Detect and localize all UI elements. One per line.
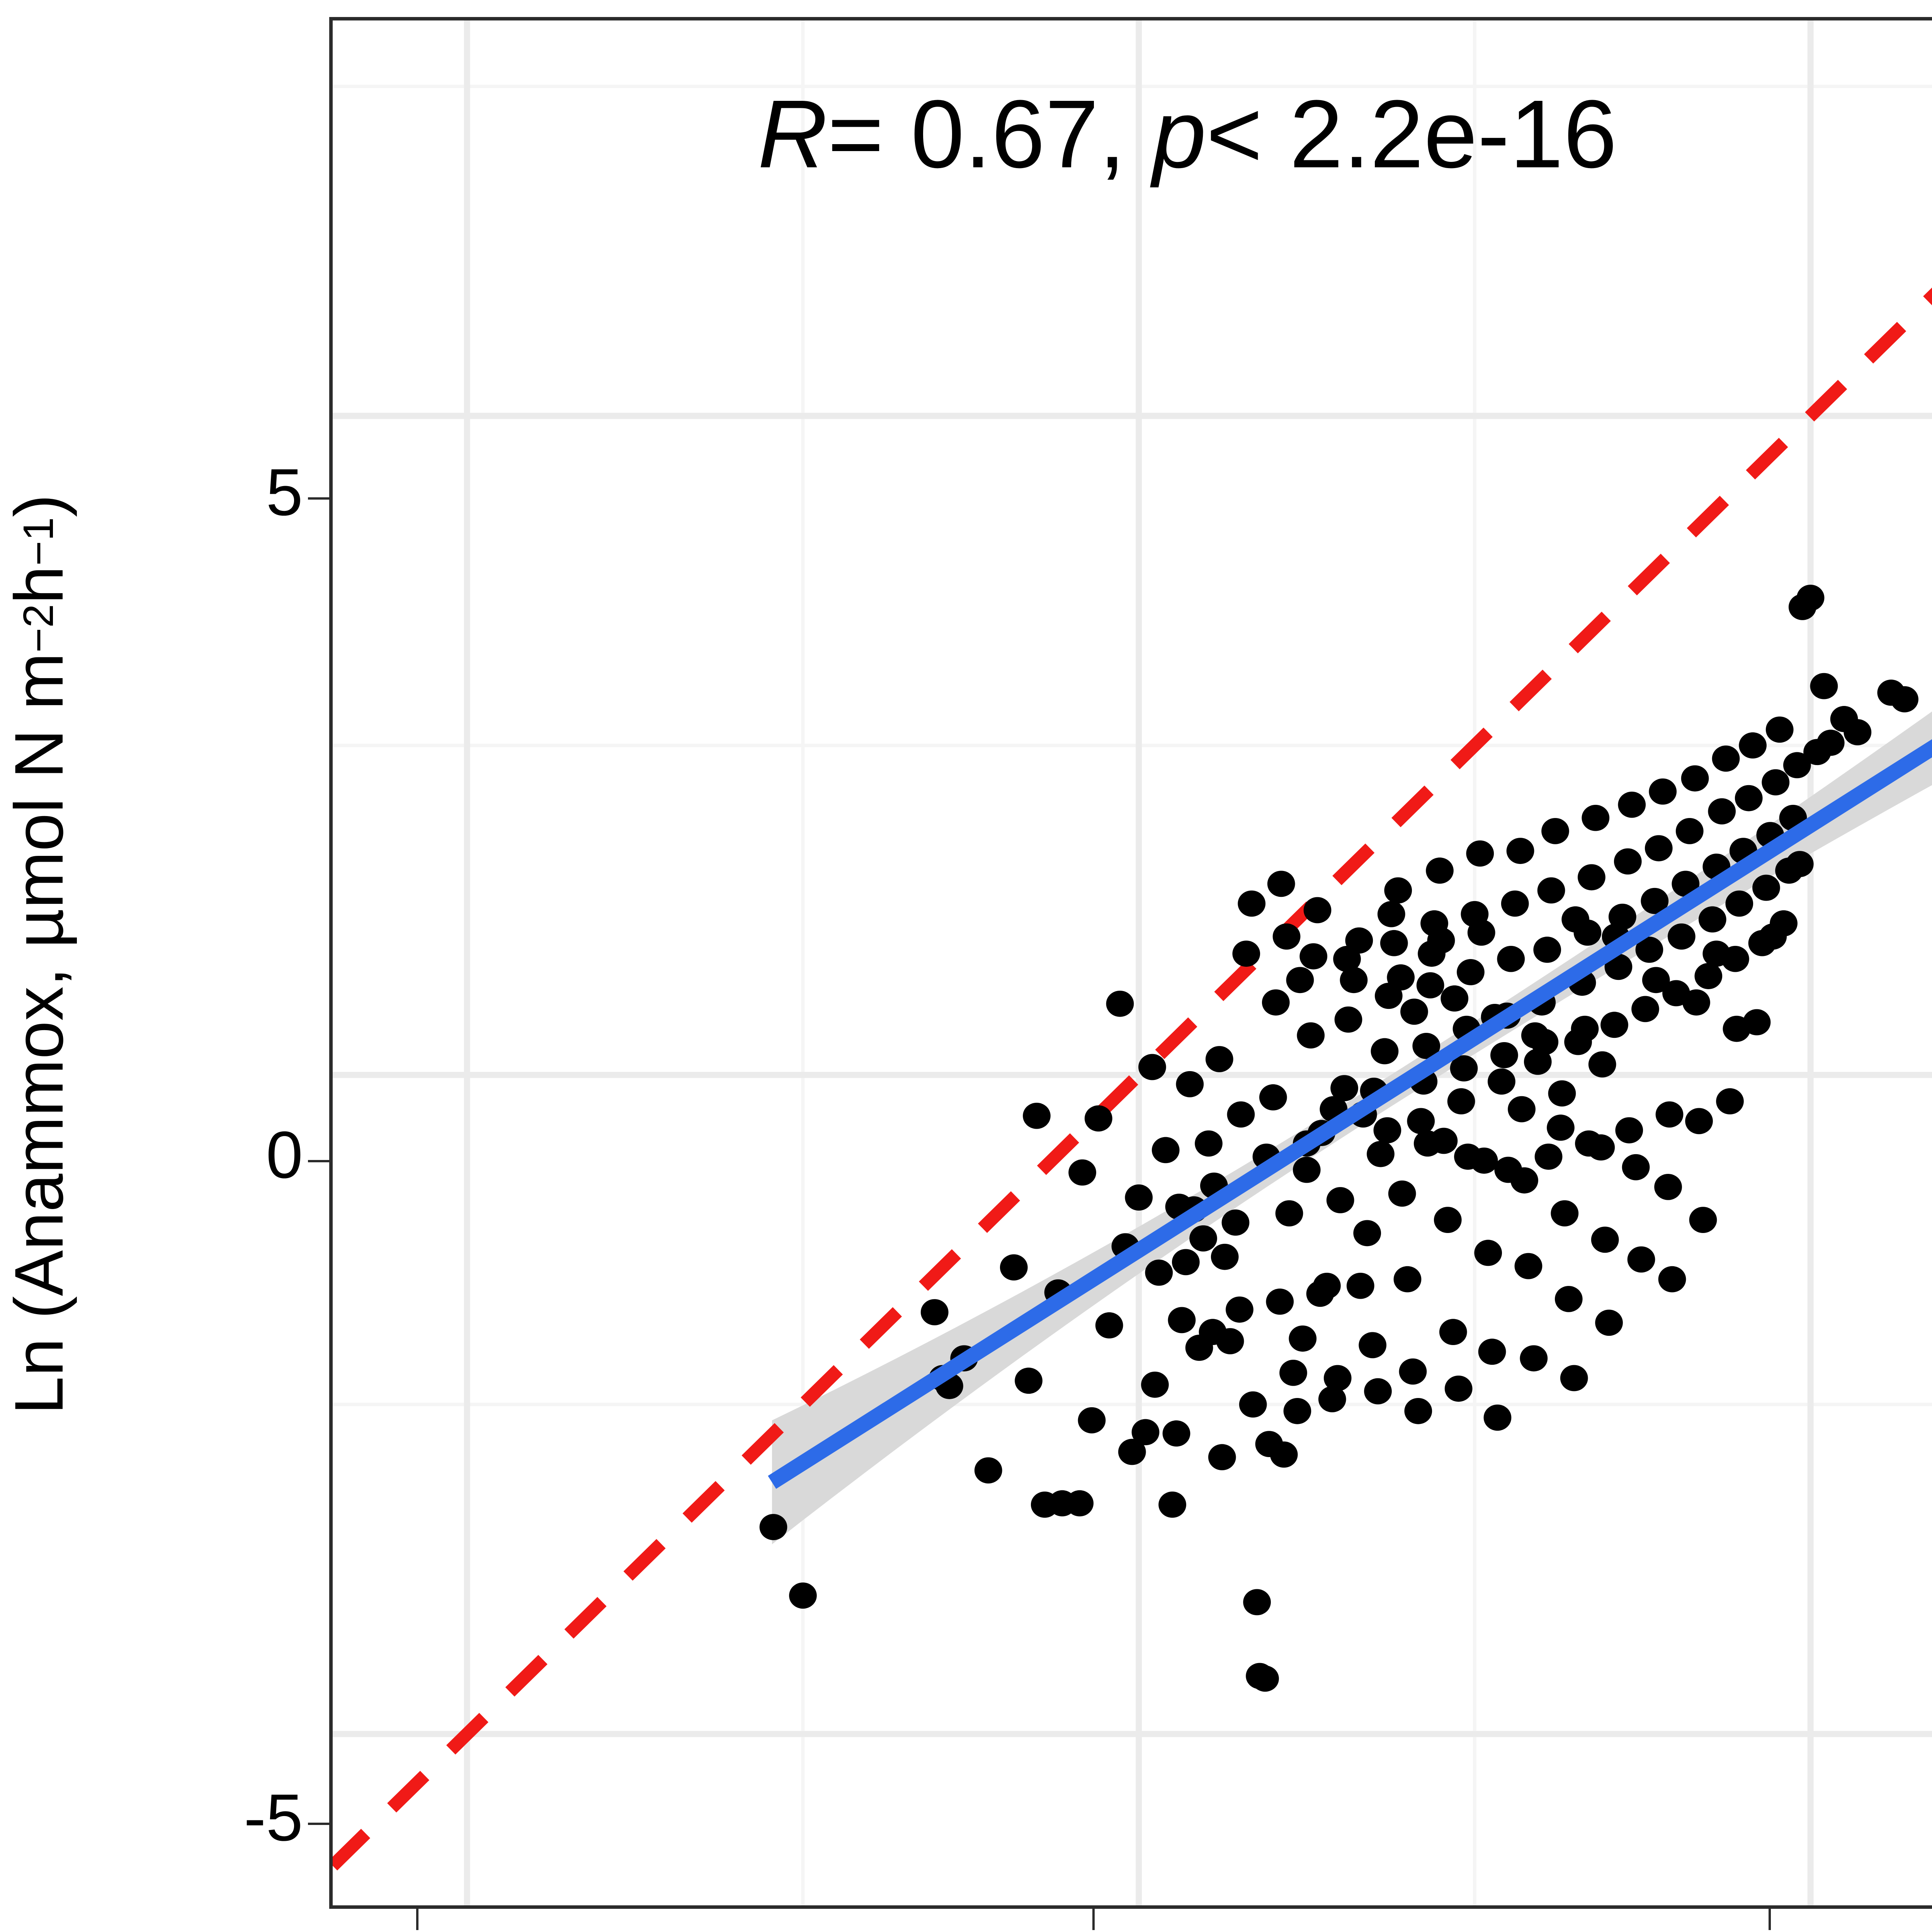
x-tick-mark-5 — [1769, 1909, 1771, 1930]
y-tick-mark-minus5 — [308, 1823, 329, 1825]
y-axis-title-text-post: ) — [0, 494, 77, 517]
confidence-band — [772, 711, 1932, 1544]
stats-annotation: R= 0.67, p< 2.2e-16 — [758, 78, 1617, 189]
scatter-plot-canvas — [333, 20, 1932, 1905]
scatter-points — [759, 585, 1918, 1692]
major-gridlines — [333, 20, 1932, 1905]
annotation-p-symbol: p — [1152, 80, 1206, 188]
annotation-p-value: < 2.2e-16 — [1206, 80, 1617, 188]
x-tick-mark-0 — [1092, 1909, 1095, 1930]
y-tick-label-0: 0 — [266, 1118, 303, 1192]
annotation-r-symbol: R — [758, 80, 828, 188]
y-axis-title-text-mid: h — [0, 566, 77, 604]
x-tick-mark-minus5 — [416, 1909, 418, 1930]
annotation-comma: , — [1099, 80, 1126, 188]
y-tick-label-5: 5 — [266, 455, 303, 529]
y-tick-mark-0 — [308, 1160, 329, 1162]
plot-panel: R= 0.67, p< 2.2e-16 — [329, 17, 1932, 1909]
y-axis-title: Ln (Anammox, µmol N m −2 h −1) — [0, 0, 77, 1909]
y-axis-title-text-pre: Ln (Anammox, µmol N m — [0, 652, 77, 1415]
y-tick-mark-5 — [308, 497, 329, 500]
annotation-r-value: = 0.67 — [827, 80, 1099, 188]
y-tick-label-minus5: -5 — [244, 1781, 303, 1855]
regression-line — [768, 739, 1932, 1489]
